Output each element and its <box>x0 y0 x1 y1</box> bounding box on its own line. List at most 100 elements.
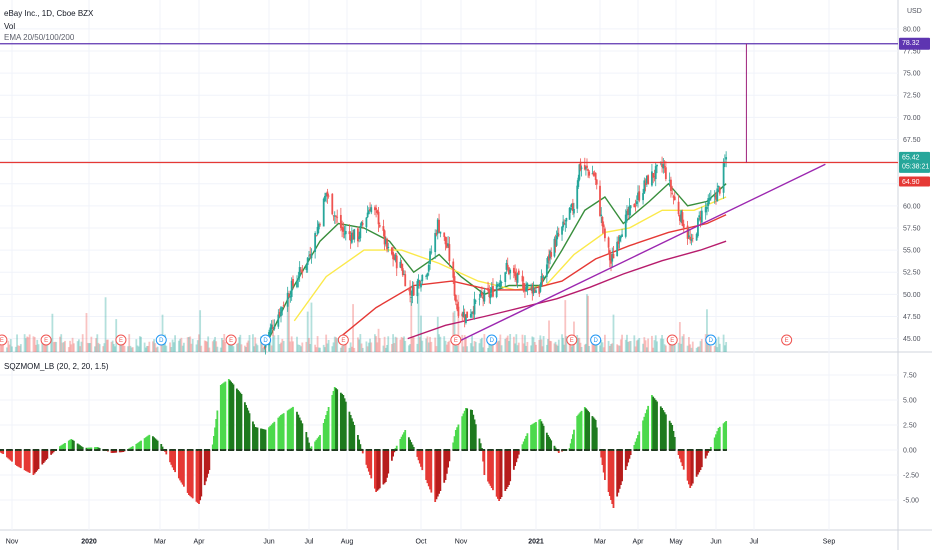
momentum-bar <box>576 416 579 450</box>
squeeze-dot <box>393 449 396 451</box>
candle-body <box>407 288 410 290</box>
squeeze-dot <box>270 449 273 451</box>
squeeze-dot <box>6 449 8 451</box>
squeeze-dot <box>508 449 510 451</box>
momentum-bar <box>16 450 18 466</box>
momentum-bar <box>146 436 148 450</box>
candle-body <box>553 238 556 257</box>
volume-bar <box>36 339 39 352</box>
candle-body <box>412 286 415 296</box>
squeeze-dot <box>254 449 257 451</box>
volume-bar <box>619 339 622 352</box>
squeeze-dot <box>391 449 393 451</box>
volume-bar <box>717 336 720 352</box>
volume-bar <box>33 337 36 352</box>
squeeze-dot <box>457 449 460 451</box>
momentum-bar <box>326 411 329 450</box>
momentum-bar <box>635 438 638 450</box>
squeeze-dot <box>515 449 518 451</box>
squeeze-dot <box>572 449 574 451</box>
momentum-bar <box>532 423 535 450</box>
event-marker-label: D <box>709 338 714 344</box>
volume-bar <box>324 347 326 352</box>
candle-body <box>505 262 508 270</box>
volume-bar <box>69 340 71 352</box>
momentum-bar <box>85 447 88 450</box>
momentum-bar <box>154 438 157 450</box>
drawn-lines <box>0 43 898 343</box>
momentum-bar <box>86 447 89 450</box>
squeeze-dot <box>228 449 230 451</box>
candle-body <box>570 203 573 207</box>
volume-bar <box>188 336 190 352</box>
volume-bar <box>137 346 140 352</box>
volume-bar <box>147 345 150 352</box>
volume-bar <box>62 342 65 352</box>
momentum-bar <box>112 450 115 453</box>
volume-bar <box>288 296 290 352</box>
squeeze-dot <box>435 449 438 451</box>
squeeze-dot <box>533 449 536 451</box>
candle-body <box>335 215 337 217</box>
volume-bar <box>504 338 507 352</box>
squeeze-dot <box>426 449 429 451</box>
squeeze-dot <box>642 449 644 451</box>
squeeze-dot <box>416 449 419 451</box>
squeeze-dot <box>236 449 238 451</box>
squeeze-dot <box>200 449 203 451</box>
squeeze-dot <box>215 449 218 451</box>
momentum-bar <box>332 391 335 450</box>
squeeze-dot <box>45 449 47 451</box>
momentum-bar <box>138 441 141 450</box>
volume-bar <box>479 339 482 352</box>
momentum-bar <box>410 442 413 450</box>
momentum-bar <box>586 409 588 450</box>
volume-bar <box>556 345 559 352</box>
squeeze-dot <box>292 449 294 451</box>
candle-body <box>626 210 628 216</box>
candle-body <box>619 235 622 239</box>
momentum-bar <box>191 450 194 499</box>
volume-bar <box>342 341 345 352</box>
volume-bar <box>8 344 11 352</box>
volume-bar <box>28 334 31 352</box>
momentum-bar <box>232 384 235 450</box>
momentum-bar <box>153 437 155 450</box>
candle-body <box>436 219 439 234</box>
momentum-bar <box>11 450 13 462</box>
squeeze-dot <box>646 449 648 451</box>
volume-bar <box>23 334 26 352</box>
candles <box>263 151 728 355</box>
squeeze-dot <box>717 449 720 451</box>
momentum-bar <box>179 450 182 481</box>
volume-bar <box>400 336 403 352</box>
momentum-bar <box>547 435 549 450</box>
candle-body <box>393 257 396 260</box>
candle-body <box>482 296 485 299</box>
momentum-bar <box>114 450 116 453</box>
volume-bar <box>196 340 199 352</box>
time-axis-tick-label: Sep <box>823 539 836 546</box>
volume-bar <box>172 342 175 352</box>
squeeze-dot <box>681 449 684 451</box>
momentum-bar <box>429 450 431 490</box>
momentum-bar <box>521 444 524 450</box>
candle-body <box>361 223 364 225</box>
candle-body <box>661 163 663 167</box>
squeeze-dot <box>78 449 80 451</box>
volume-bar <box>514 343 516 352</box>
price-axis-tick-label: 52.50 <box>903 270 921 277</box>
volume-bar <box>700 339 703 352</box>
candle-body <box>310 253 313 259</box>
candle-body <box>663 166 666 168</box>
volume-bar <box>487 347 489 352</box>
squeeze-dot <box>595 449 598 451</box>
momentum-bar <box>443 450 446 483</box>
volume-bar <box>280 342 282 352</box>
candle-body <box>296 281 298 288</box>
volume-bar <box>426 336 429 352</box>
volume-bar <box>561 334 563 352</box>
squeeze-dot <box>366 449 369 451</box>
